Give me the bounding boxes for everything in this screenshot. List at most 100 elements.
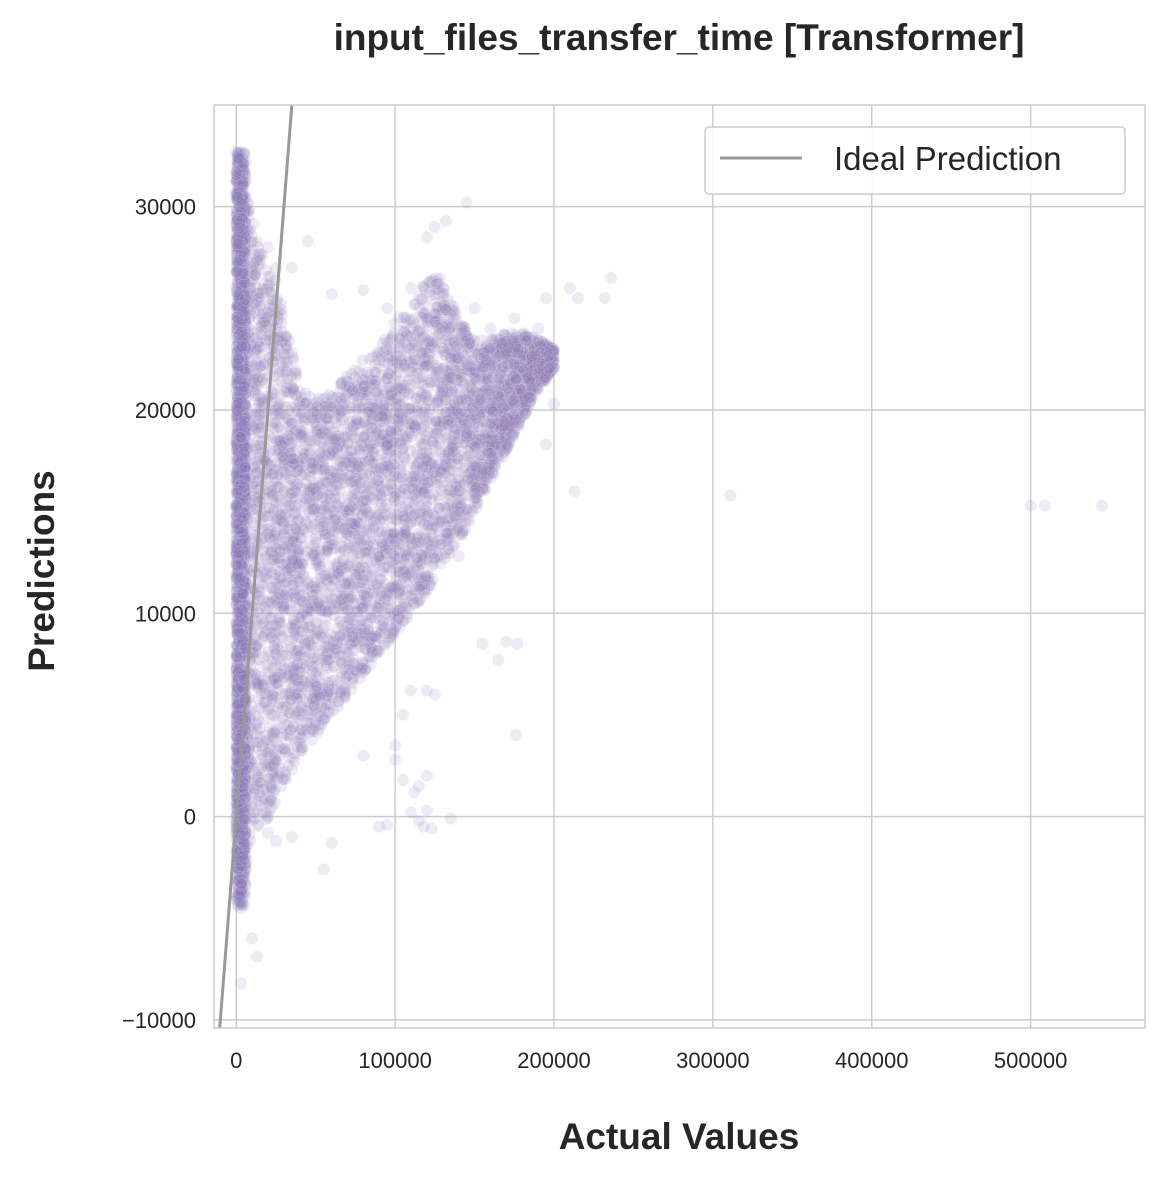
scatter-point bbox=[236, 468, 250, 482]
scatter-point bbox=[462, 333, 476, 347]
scatter-point bbox=[262, 701, 276, 714]
scatter-point bbox=[418, 282, 432, 296]
scatter-point bbox=[392, 582, 406, 596]
scatter-point bbox=[410, 592, 424, 606]
scatter-point bbox=[276, 486, 290, 500]
scatter-point bbox=[387, 381, 401, 395]
scatter-point bbox=[380, 401, 394, 415]
scatter-point bbox=[305, 639, 319, 653]
scatter-point bbox=[478, 405, 492, 419]
scatter-point bbox=[485, 452, 499, 466]
scatter-point bbox=[430, 380, 444, 394]
scatter-point bbox=[418, 361, 432, 375]
scatter-point bbox=[496, 427, 510, 441]
scatter-point bbox=[346, 499, 359, 513]
scatter-point bbox=[371, 473, 385, 487]
scatter-point bbox=[361, 523, 375, 536]
scatter-point bbox=[246, 476, 260, 490]
scatter-point bbox=[476, 461, 490, 474]
scatter-point bbox=[292, 631, 306, 645]
scatter-point bbox=[386, 582, 400, 595]
scatter-point bbox=[297, 458, 311, 472]
scatter-point bbox=[337, 683, 351, 697]
scatter-point bbox=[262, 560, 276, 574]
scatter-point bbox=[323, 446, 336, 460]
scatter-point bbox=[322, 388, 336, 402]
scatter-point bbox=[522, 385, 535, 399]
scatter-point bbox=[534, 373, 547, 387]
scatter-point bbox=[458, 428, 471, 442]
scatter-point bbox=[542, 360, 556, 374]
scatter-point bbox=[529, 362, 542, 376]
scatter-point bbox=[426, 535, 440, 549]
scatter-point bbox=[299, 716, 313, 729]
scatter-point bbox=[366, 462, 380, 476]
scatter-point bbox=[382, 483, 395, 497]
scatter-point bbox=[356, 374, 369, 388]
scatter-point bbox=[540, 343, 554, 357]
scatter-point bbox=[341, 603, 355, 617]
scatter-point bbox=[364, 608, 378, 622]
scatter-point bbox=[247, 776, 261, 790]
scatter-point bbox=[326, 634, 340, 648]
scatter-point bbox=[312, 706, 325, 720]
scatter-point bbox=[541, 360, 555, 374]
scatter-point bbox=[361, 546, 375, 560]
scatter-point bbox=[447, 353, 461, 367]
scatter-point bbox=[294, 411, 308, 425]
scatter-point bbox=[398, 528, 412, 542]
scatter-point bbox=[426, 364, 440, 378]
scatter-point bbox=[250, 779, 264, 792]
scatter-point bbox=[288, 591, 302, 604]
scatter-point bbox=[400, 356, 414, 370]
scatter-point bbox=[362, 650, 376, 664]
scatter-point bbox=[272, 421, 286, 434]
scatter-point bbox=[285, 436, 299, 450]
scatter-point bbox=[288, 484, 302, 498]
scatter-point bbox=[509, 366, 523, 380]
scatter-point bbox=[303, 443, 317, 457]
scatter-point bbox=[259, 812, 273, 826]
scatter-point bbox=[335, 628, 349, 642]
scatter-point bbox=[301, 489, 315, 502]
scatter-point bbox=[289, 619, 302, 633]
scatter-point bbox=[509, 414, 523, 428]
scatter-point bbox=[288, 427, 302, 440]
scatter-point bbox=[517, 402, 530, 416]
scatter-point bbox=[418, 573, 431, 587]
scatter-point bbox=[488, 360, 502, 374]
scatter-point bbox=[408, 573, 422, 586]
scatter-point bbox=[256, 616, 270, 630]
scatter-point bbox=[533, 377, 546, 391]
scatter-point bbox=[536, 374, 550, 388]
scatter-point bbox=[484, 451, 498, 465]
scatter-point bbox=[463, 435, 476, 449]
scatter-point bbox=[343, 577, 357, 591]
scatter-point bbox=[540, 364, 553, 378]
scatter-point bbox=[340, 473, 354, 487]
scatter-point bbox=[278, 354, 292, 368]
scatter-point bbox=[326, 687, 340, 701]
scatter-point bbox=[259, 572, 273, 585]
scatter-point bbox=[458, 488, 472, 502]
scatter-point bbox=[380, 440, 394, 454]
scatter-point bbox=[470, 438, 484, 452]
scatter-point bbox=[526, 341, 540, 355]
scatter-point bbox=[334, 378, 348, 392]
scatter-point bbox=[454, 496, 467, 510]
scatter-point bbox=[462, 332, 476, 346]
scatter-point bbox=[506, 411, 520, 425]
scatter-point bbox=[308, 651, 321, 665]
scatter-point bbox=[517, 346, 531, 360]
scatter-point bbox=[297, 596, 311, 609]
scatter-point bbox=[358, 379, 372, 393]
scatter-point bbox=[533, 375, 546, 389]
scatter-point bbox=[402, 387, 416, 401]
scatter-point bbox=[242, 359, 256, 373]
scatter-point bbox=[544, 345, 558, 359]
scatter-point bbox=[366, 578, 380, 592]
scatter-point bbox=[435, 385, 449, 398]
scatter-point bbox=[464, 466, 478, 480]
scatter-point bbox=[329, 512, 343, 525]
scatter-point bbox=[352, 530, 366, 543]
